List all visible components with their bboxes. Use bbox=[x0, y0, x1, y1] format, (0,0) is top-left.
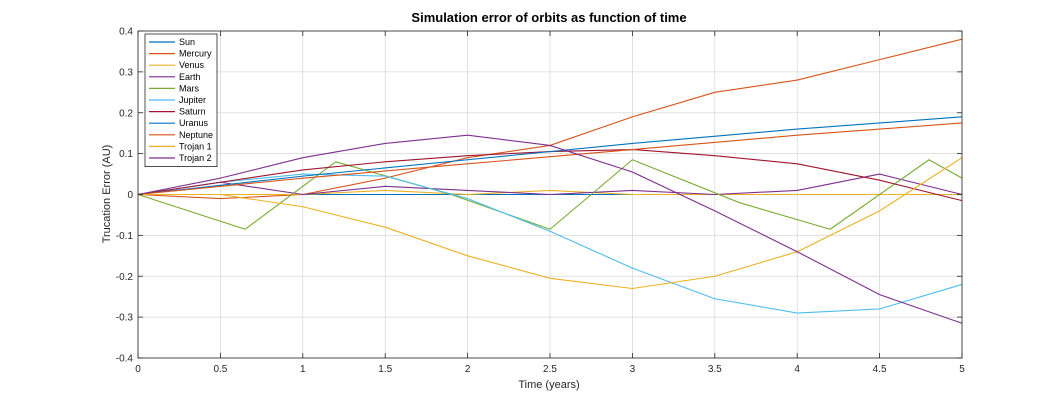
x-tick-label: 2 bbox=[465, 364, 471, 375]
series-line-neptune bbox=[137, 122, 963, 196]
x-tick-label: 3 bbox=[630, 364, 636, 375]
chart-title: Simulation error of orbits as function o… bbox=[411, 10, 686, 25]
x-axis-label: Time (years) bbox=[518, 379, 579, 391]
series-line-trojan-1 bbox=[138, 157, 963, 290]
y-tick-label: 0.2 bbox=[119, 108, 133, 119]
legend-entry: Sun bbox=[179, 37, 195, 47]
legend-entry: Venus bbox=[179, 60, 205, 70]
y-tick-label: -0.2 bbox=[116, 272, 134, 283]
x-tick-label: 0 bbox=[135, 364, 141, 375]
x-tick-label: 2.5 bbox=[543, 364, 557, 375]
legend-entry: Neptune bbox=[179, 130, 213, 140]
series-lines bbox=[137, 38, 963, 324]
legend-entry: Trojan 2 bbox=[179, 153, 212, 163]
legend-entry: Earth bbox=[179, 72, 201, 82]
y-axis-label: Trucation Error (AU) bbox=[101, 145, 113, 244]
y-tick-label: -0.1 bbox=[116, 231, 134, 242]
x-tick-label: 4.5 bbox=[873, 364, 887, 375]
x-tick-label: 1.5 bbox=[378, 364, 392, 375]
legend-entry: Trojan 1 bbox=[179, 141, 212, 151]
x-tick-label: 1 bbox=[300, 364, 306, 375]
series-line-mars bbox=[137, 159, 963, 230]
y-tick-label: 0.1 bbox=[119, 149, 133, 160]
y-tick-label: -0.3 bbox=[116, 313, 134, 324]
y-tick-label: 0 bbox=[127, 190, 133, 201]
legend-entry: Uranus bbox=[179, 118, 209, 128]
series-line-venus bbox=[138, 189, 962, 196]
x-tick-label: 5 bbox=[959, 364, 965, 375]
x-tick-label: 4 bbox=[794, 364, 800, 375]
legend-entry: Mercury bbox=[179, 49, 212, 59]
series-line-uranus bbox=[137, 116, 963, 196]
series-line-trojan-2 bbox=[137, 134, 963, 324]
y-tick-label: 0.3 bbox=[119, 67, 133, 78]
y-tick-label: 0.4 bbox=[119, 27, 133, 38]
legend-entry: Jupiter bbox=[179, 95, 206, 105]
series-line-earth bbox=[137, 173, 963, 196]
x-tick-label: 0.5 bbox=[213, 364, 227, 375]
axes: 0 0.5 1 1.5 2 2.5 3 3.5 4 4.5 5 -0.4 -0.3 -0.2 -0.1 0 0.… bbox=[116, 27, 965, 376]
y-tick-label: -0.4 bbox=[116, 354, 134, 365]
legend-entry: Mars bbox=[179, 83, 199, 93]
legend-entry: Saturn bbox=[179, 107, 206, 117]
x-tick-label: 3.5 bbox=[708, 364, 722, 375]
plot-frame bbox=[137, 30, 963, 359]
series-line-jupiter bbox=[137, 173, 963, 314]
